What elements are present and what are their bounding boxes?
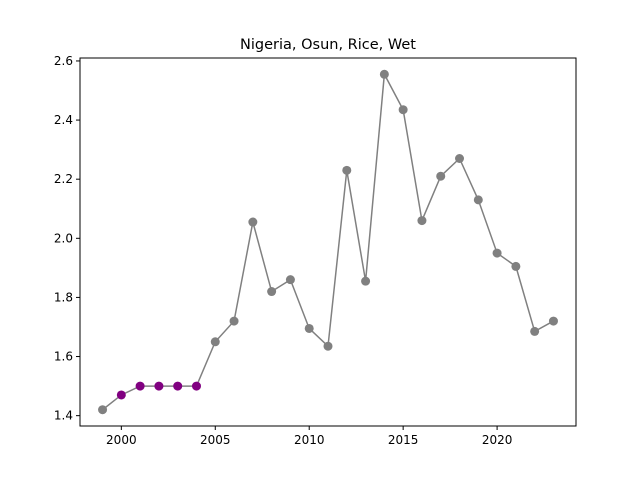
data-point: [98, 405, 108, 415]
data-point: [379, 69, 389, 79]
data-point: [548, 316, 558, 326]
data-point: [210, 337, 220, 347]
data-point: [116, 390, 126, 400]
y-tick-label: 1.8: [54, 290, 73, 304]
x-tick-label: 2010: [294, 433, 325, 447]
data-point: [154, 381, 164, 391]
data-point: [342, 165, 352, 175]
data-point: [229, 316, 239, 326]
data-point: [530, 326, 540, 336]
data-point: [492, 248, 502, 258]
data-point: [267, 287, 277, 297]
data-point: [304, 323, 314, 333]
data-point: [511, 261, 521, 271]
data-point: [473, 195, 483, 205]
x-tick-label: 2015: [388, 433, 419, 447]
x-tick-label: 2000: [106, 433, 137, 447]
data-point: [285, 275, 295, 285]
y-tick-label: 2.0: [54, 231, 73, 245]
data-point: [436, 171, 446, 181]
series-line: [102, 71, 554, 411]
y-tick-label: 1.4: [54, 409, 73, 423]
data-point: [323, 341, 333, 351]
data-point: [191, 381, 201, 391]
plot-frame: [79, 57, 577, 427]
data-point: [248, 217, 258, 227]
data-point: [455, 153, 465, 163]
data-point: [173, 381, 183, 391]
y-tick-label: 2.2: [54, 172, 73, 186]
y-tick-label: 1.6: [54, 350, 73, 364]
x-tick-label: 2020: [482, 433, 513, 447]
x-tick-label: 2005: [200, 433, 231, 447]
data-point: [417, 216, 427, 226]
plot-layer: 2000 2005 2010 2015 2020 1.4 1.6 1.8 2.0 2.2 2.4 2.…: [54, 54, 558, 447]
data-point: [398, 105, 408, 115]
y-tick-label: 2.4: [54, 113, 73, 127]
y-tick-label: 2.6: [54, 54, 73, 68]
data-point: [361, 276, 371, 286]
data-point: [135, 381, 145, 391]
chart-title: Nigeria, Osun, Rice, Wet: [240, 37, 416, 53]
